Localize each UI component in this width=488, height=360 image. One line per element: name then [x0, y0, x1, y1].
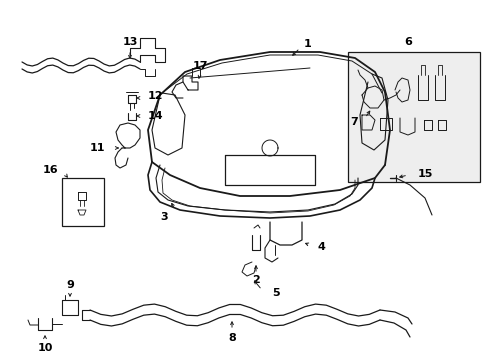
Text: 10: 10	[37, 343, 53, 353]
Text: 14: 14	[148, 111, 163, 121]
Text: 6: 6	[403, 37, 411, 47]
Text: 3: 3	[160, 212, 168, 222]
Bar	[62, 178, 104, 226]
Text: 2: 2	[252, 275, 259, 285]
Text: 4: 4	[317, 242, 325, 252]
Text: 1: 1	[304, 39, 311, 49]
Text: 13: 13	[122, 37, 138, 47]
Bar	[347, 52, 479, 182]
Text: 15: 15	[417, 169, 432, 179]
Text: 7: 7	[349, 117, 357, 127]
Text: 9: 9	[66, 280, 74, 290]
Text: 11: 11	[89, 143, 105, 153]
Text: 8: 8	[228, 333, 235, 343]
Text: 16: 16	[42, 165, 58, 175]
Text: 5: 5	[271, 288, 279, 298]
Text: 12: 12	[148, 91, 163, 101]
Text: 17: 17	[192, 61, 207, 71]
